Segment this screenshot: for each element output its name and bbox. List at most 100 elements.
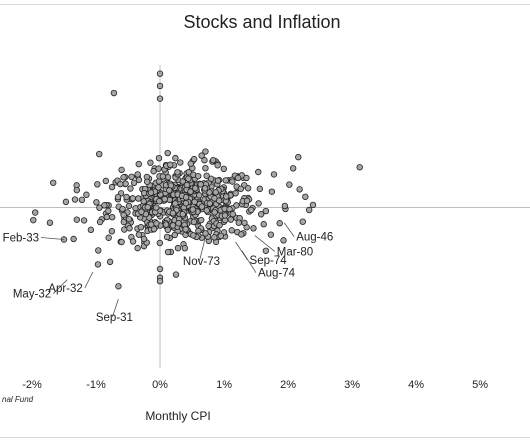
data-point [156,70,164,77]
data-point [198,216,205,224]
data-point [144,204,151,211]
annotation-leader [199,236,206,262]
data-point [211,209,218,216]
data-point [153,204,160,211]
data-point [169,209,177,217]
data-point [155,154,163,162]
bottom-border [0,437,530,438]
data-point [286,181,293,188]
data-point [183,181,191,189]
data-point [214,162,221,169]
data-point [117,180,124,188]
x-tick-label: 5% [472,379,488,391]
data-point [73,216,81,223]
data-point [203,207,210,214]
annotation-label: May-32 [13,289,51,301]
data-point [156,82,164,90]
data-point [203,172,210,179]
data-point [87,226,95,234]
data-point [222,177,229,184]
data-point [83,191,90,198]
data-point [262,207,270,215]
data-point [174,169,181,176]
data-point [134,171,141,178]
data-point [221,212,229,219]
data-point [105,207,112,215]
data-point [96,204,103,211]
data-point [202,230,209,237]
data-point [147,189,155,196]
data-point [220,165,227,173]
data-point [150,225,158,233]
data-point [356,164,363,171]
data-point [163,233,171,241]
data-point [206,200,213,207]
data-point [119,205,126,213]
data-point [217,232,225,240]
data-point [229,178,236,185]
data-point [130,179,138,187]
data-point [140,189,148,197]
data-point [174,244,182,252]
data-point [156,239,164,247]
data-point [190,218,198,226]
data-point [126,225,133,232]
data-point [125,215,133,223]
data-point [215,197,223,204]
x-tick-label: 2% [280,379,296,391]
data-point [122,180,129,187]
annotation-label: Nov-73 [183,256,220,268]
data-point [169,222,177,229]
data-point [214,177,222,184]
data-point [155,184,162,191]
data-point [96,150,103,158]
data-point [103,213,111,221]
data-point [205,222,212,230]
annotation-label: Aug-74 [258,268,296,280]
data-point [241,219,248,227]
data-point [164,248,172,256]
data-point [137,223,145,231]
annotation-leader [84,271,94,289]
data-point [143,178,151,185]
data-point [255,200,262,207]
data-point [156,265,164,273]
data-point [257,211,265,218]
data-point [114,193,122,201]
data-point [175,220,182,227]
data-point [156,198,163,205]
data-point [179,210,186,218]
data-point [229,210,236,218]
data-point [276,220,283,227]
data-point [94,181,101,188]
x-tick-label: -1% [86,379,106,391]
x-tick-label: 0% [152,379,168,391]
data-point [172,200,179,207]
data-point [181,245,189,252]
data-point [237,185,244,192]
data-point [182,200,190,207]
data-point [281,202,289,210]
data-point [187,188,194,195]
data-point [262,247,270,254]
data-point [120,174,127,181]
data-point [243,174,250,182]
data-point [227,216,234,223]
data-point [172,154,179,162]
data-point [155,165,162,172]
data-point [32,209,39,216]
data-point [247,206,255,214]
data-point [108,183,116,191]
data-point [127,185,134,192]
data-point [108,214,116,221]
data-point [211,234,218,241]
data-point [106,258,114,266]
data-point [70,235,77,243]
data-point [179,178,186,185]
annotation-leader [40,237,65,240]
data-point [135,195,142,202]
data-point [162,221,170,228]
data-point [305,206,313,214]
